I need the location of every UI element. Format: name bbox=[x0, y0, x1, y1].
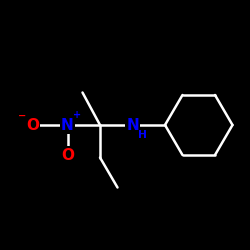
Text: −: − bbox=[18, 110, 26, 120]
Text: O: O bbox=[61, 148, 74, 162]
Text: +: + bbox=[73, 110, 81, 120]
Text: H: H bbox=[138, 130, 146, 140]
Text: N: N bbox=[126, 118, 139, 132]
Text: O: O bbox=[26, 118, 39, 132]
Text: N: N bbox=[61, 118, 74, 132]
